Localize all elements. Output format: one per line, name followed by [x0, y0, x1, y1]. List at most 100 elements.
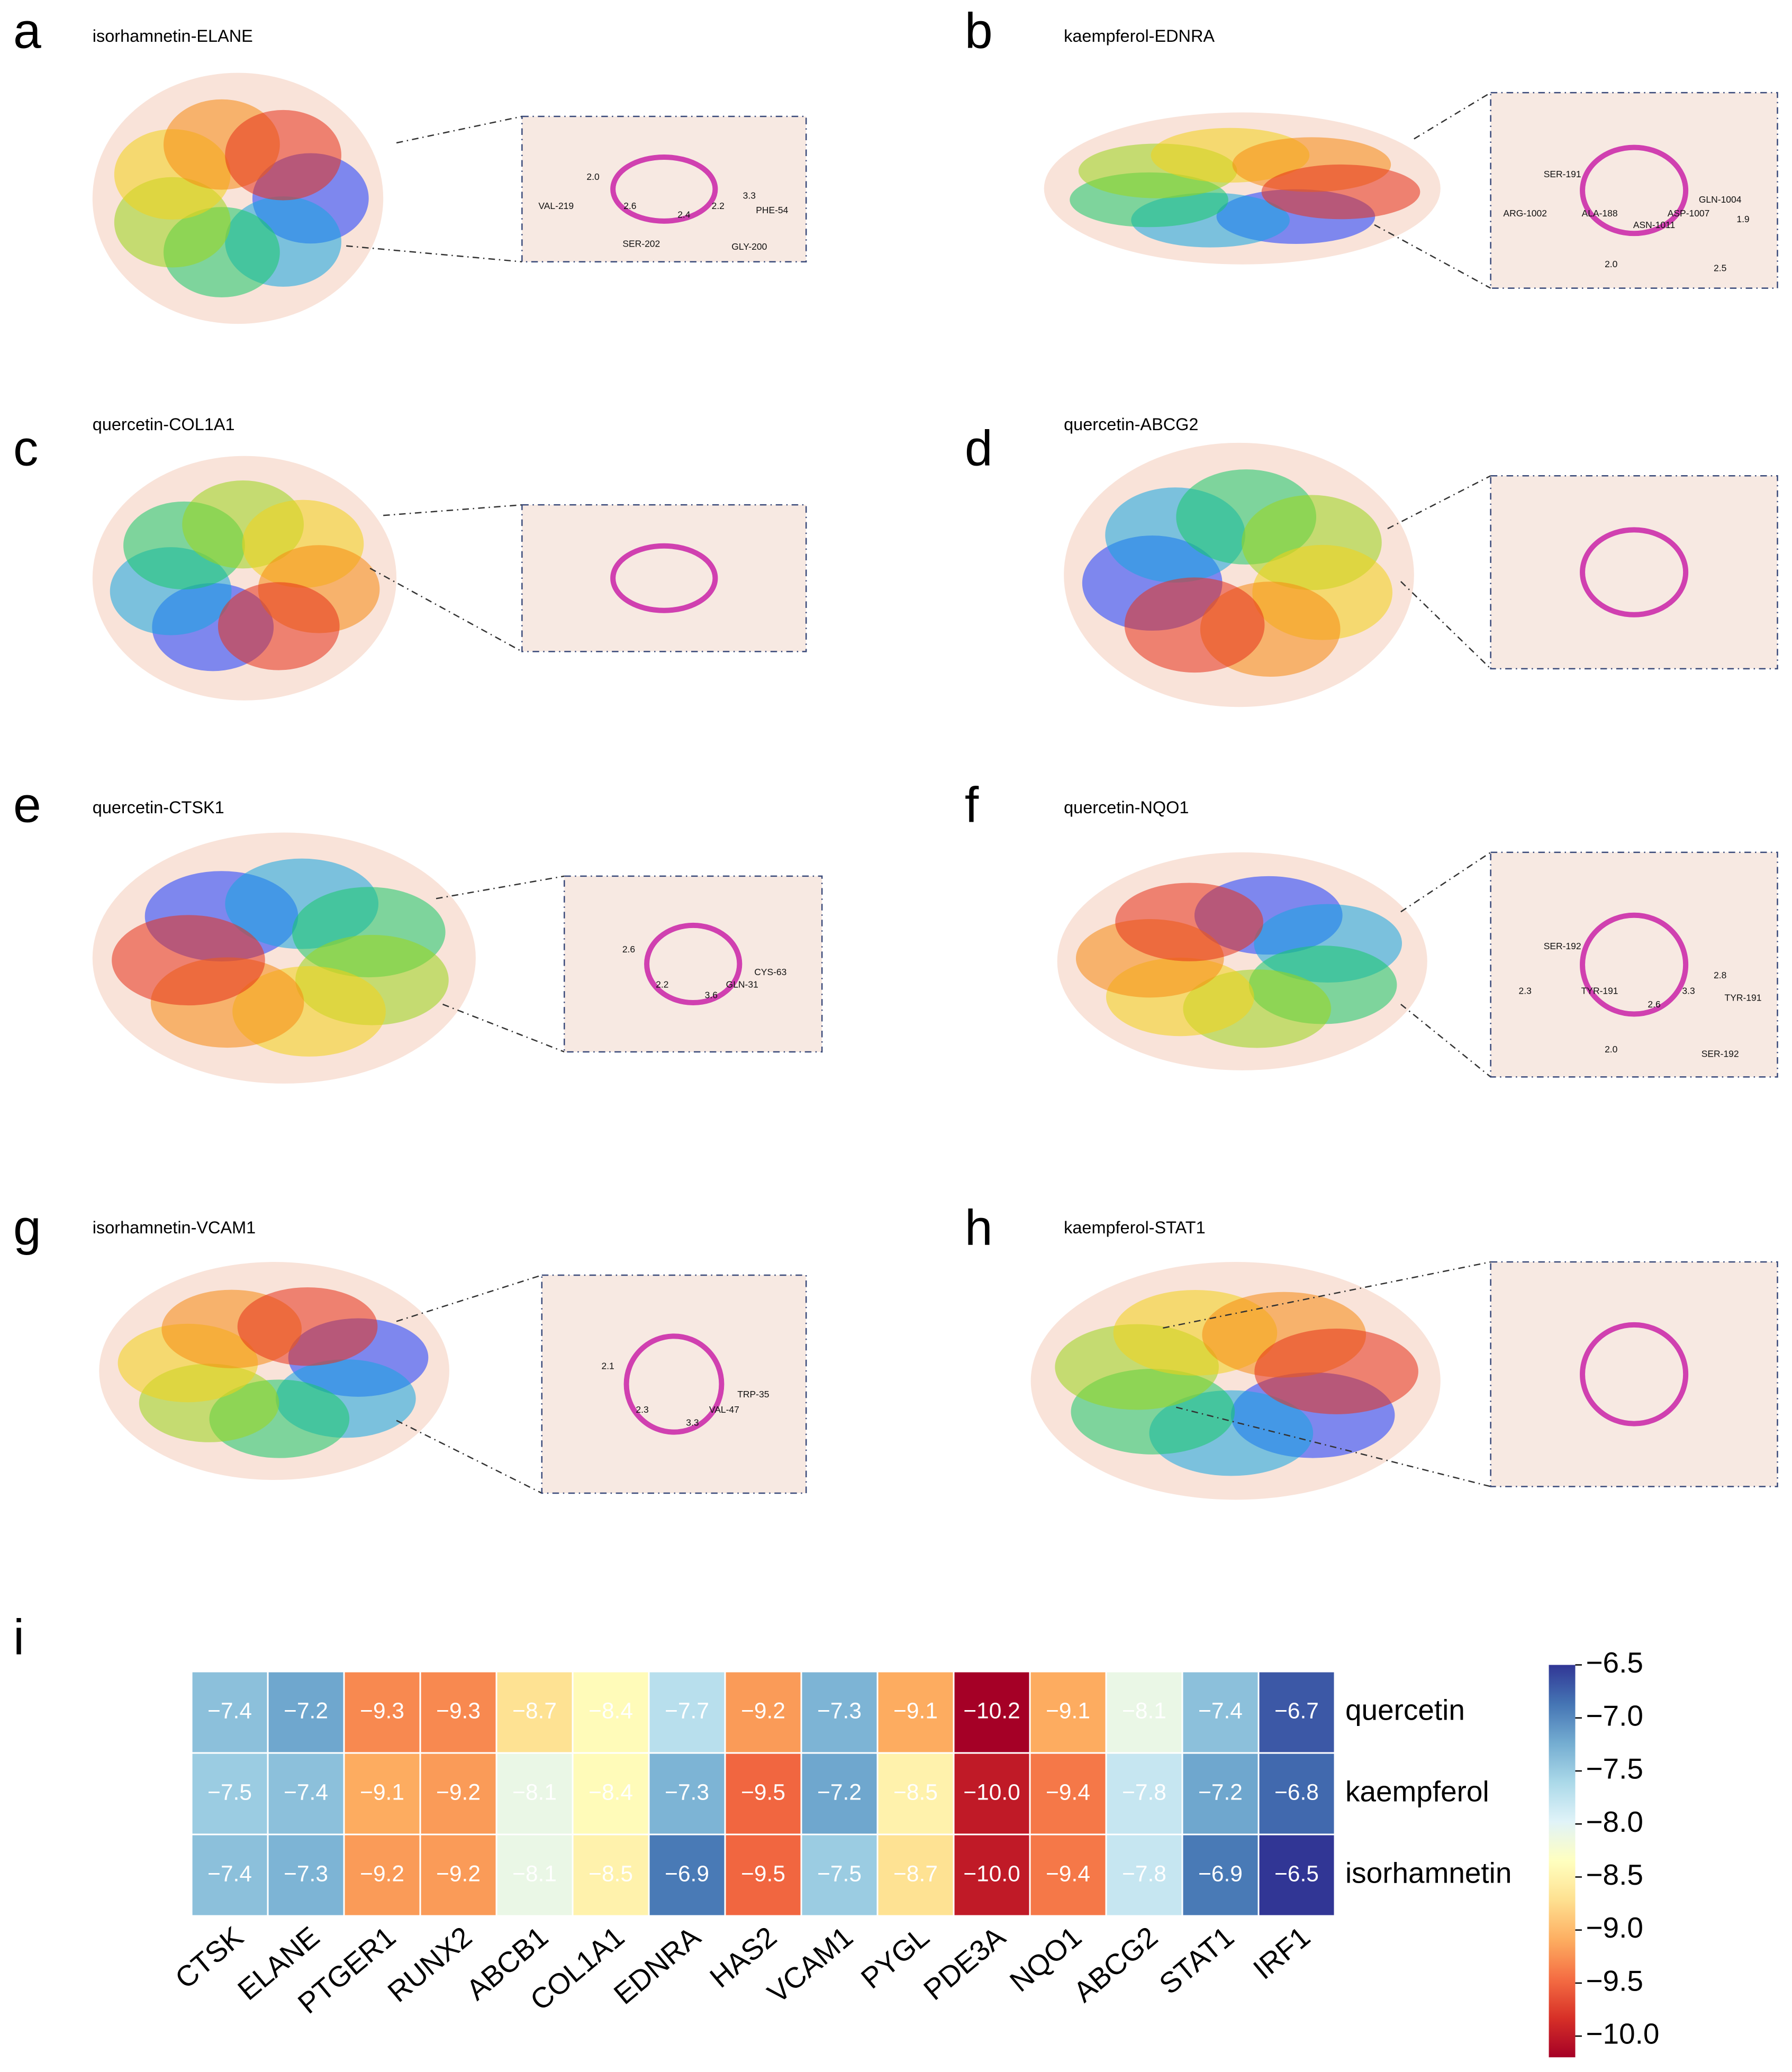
inset-label: SER-192 — [1544, 941, 1581, 951]
inset-frame — [541, 1274, 807, 1494]
heatmap-cell — [724, 1833, 802, 1917]
panel-title: quercetin-COL1A1 — [93, 415, 235, 434]
inset-label: ARG-1002 — [1503, 208, 1547, 219]
inset-background — [564, 876, 822, 1052]
inset: SER-192 TYR-191 2.6 3.3 2.8 2.3 2.0 SER-192 TYR-… — [1490, 851, 1778, 1078]
panel-letter: a — [13, 3, 41, 59]
heatmap-cell — [876, 1752, 955, 1835]
inset-frame — [563, 875, 823, 1053]
heatmap-cell — [800, 1670, 879, 1754]
heatmap-cell — [1181, 1670, 1260, 1754]
panel-letter: g — [13, 1200, 41, 1256]
heatmap-cell — [876, 1670, 955, 1754]
cell-label: −8.1 — [512, 1861, 557, 1886]
inset-label: 2.3 — [636, 1404, 648, 1415]
connector — [436, 875, 565, 899]
inset-label: 2.3 — [1519, 986, 1532, 996]
inset-label: 2.4 — [677, 209, 691, 220]
panel-title: kaempferol-EDNRA — [1064, 26, 1215, 46]
panel-letter: i — [13, 1610, 24, 1666]
inset-ligand — [610, 543, 718, 613]
colorbar-tick-label: −6.5 — [1586, 1646, 1643, 1679]
inset: 2.6 2.2 3.6 GLN-31 CYS-63 — [563, 875, 823, 1053]
connector — [1414, 92, 1491, 140]
inset-ligand — [1580, 912, 1689, 1017]
colorbar-tick-label: −10.0 — [1586, 2018, 1659, 2050]
protein-structure — [92, 456, 522, 701]
inset-label: 3.6 — [705, 989, 718, 1000]
inset-label: 2.8 — [1714, 970, 1726, 980]
colorbar-tick-label: −9.5 — [1586, 1964, 1643, 1997]
cell-label: −7.4 — [207, 1861, 252, 1886]
protein-structure — [92, 72, 522, 324]
x-tick-label: EDNRA — [608, 1920, 707, 2011]
inset-label: TYR-191 — [1581, 986, 1618, 996]
inset-frame — [521, 504, 807, 652]
inset: 2.1 2.3 3.3 VAL-47 TRP-35 — [541, 1274, 807, 1494]
cell-label: −7.2 — [284, 1698, 328, 1723]
cell-label: −9.5 — [741, 1779, 785, 1804]
connector — [442, 1003, 565, 1053]
cell-label: −7.4 — [1198, 1698, 1243, 1723]
protein-domain — [112, 915, 265, 1006]
inset-label: GLY-200 — [731, 241, 767, 252]
panel-letter: b — [965, 3, 993, 59]
cell-label: −6.9 — [665, 1861, 709, 1886]
connector — [1387, 475, 1491, 530]
inset-frame — [1490, 475, 1778, 670]
cell-label: −9.1 — [893, 1698, 938, 1723]
cell-label: −7.8 — [1122, 1861, 1166, 1886]
cell-label: −8.1 — [512, 1779, 557, 1804]
inset — [521, 504, 807, 652]
cell-label: −8.7 — [893, 1861, 938, 1886]
cell-label: −7.5 — [817, 1861, 862, 1886]
colorbar — [1549, 1665, 1576, 2058]
inset-background — [1490, 852, 1778, 1077]
heatmap-cell — [953, 1833, 1031, 1917]
heatmap-cell — [800, 1752, 879, 1835]
connector — [1400, 1004, 1491, 1078]
panel-letter: c — [13, 420, 38, 476]
cell-label: −9.1 — [1046, 1698, 1090, 1723]
heatmap-cell — [1029, 1833, 1107, 1917]
heatmap-cell — [1105, 1670, 1183, 1754]
protein-structure — [99, 1261, 542, 1494]
cell-label: −9.4 — [1046, 1861, 1090, 1886]
x-tick-label: IRF1 — [1247, 1920, 1316, 1986]
heatmap-cell — [267, 1752, 345, 1835]
inset-frame — [1490, 1261, 1778, 1487]
heatmap-cell — [495, 1752, 574, 1835]
cell-label: −8.4 — [589, 1698, 633, 1723]
panel-letter: d — [965, 420, 993, 476]
connector — [346, 245, 522, 262]
x-tick-label: ABCG2 — [1067, 1920, 1164, 2009]
inset-ligand — [644, 922, 743, 1005]
connector — [1374, 224, 1491, 289]
heatmap-cell — [1257, 1752, 1336, 1835]
heatmap-cell — [343, 1670, 421, 1754]
panel-title: quercetin-ABCG2 — [1064, 415, 1198, 434]
cell-label: −7.4 — [284, 1779, 328, 1804]
inset-label: ASN-1011 — [1633, 220, 1675, 230]
inset-label: TRP-35 — [737, 1389, 769, 1399]
heatmap-cell — [191, 1752, 269, 1835]
inset-label: SER-192 — [1702, 1049, 1739, 1059]
inset-label: VAL-47 — [709, 1404, 739, 1415]
inset: 2.0 2.6 2.4 2.2 3.3 VAL-219 SER-202 GLY-200 PHE-… — [521, 115, 807, 262]
inset-background — [1490, 476, 1778, 669]
inset-label: CYS-63 — [754, 967, 786, 977]
x-tick-label: VCAM1 — [761, 1920, 859, 2010]
colorbar-tick-label: −7.0 — [1586, 1699, 1643, 1732]
cell-label: −9.4 — [1046, 1779, 1090, 1804]
connector — [396, 115, 522, 144]
inset-label: 1.9 — [1736, 214, 1749, 224]
inset-label: 3.3 — [1682, 986, 1695, 996]
cell-label: −6.9 — [1198, 1861, 1243, 1886]
cell-label: −7.3 — [817, 1698, 862, 1723]
protein-structure — [1064, 442, 1491, 707]
cell-label: −7.3 — [284, 1861, 328, 1886]
connector — [396, 1420, 542, 1494]
